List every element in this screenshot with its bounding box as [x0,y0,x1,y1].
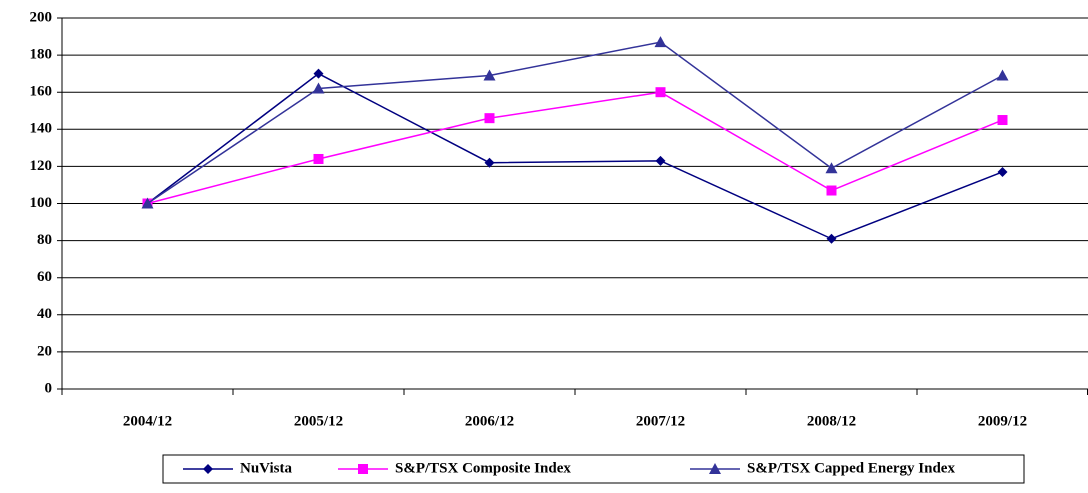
x-tick-label: 2007/12 [636,413,685,429]
triangle-marker [709,463,721,474]
triangle-marker [141,197,154,209]
y-tick-label: 120 [30,158,53,174]
diamond-marker [313,68,324,79]
triangle-marker [996,69,1009,81]
square-marker [997,115,1008,126]
diamond-marker [826,233,837,244]
x-tick-label: 2008/12 [807,413,856,429]
x-tick-label: 2005/12 [294,413,343,429]
y-tick-label: 160 [30,84,53,100]
x-tick-label: 2004/12 [123,413,172,429]
legend-label: S&P/TSX Composite Index [395,460,571,476]
square-marker [826,185,837,196]
legend-label: S&P/TSX Capped Energy Index [747,460,955,476]
y-tick-label: 20 [37,343,52,359]
triangle-marker [825,162,838,174]
legend-box [162,454,1025,484]
series-line [147,41,1003,205]
square-marker [484,113,495,124]
diamond-marker [203,464,213,474]
triangle-marker [312,82,325,94]
diamond-marker [655,155,666,166]
y-tick-label: 180 [30,47,53,63]
y-tick-label: 60 [37,269,52,285]
x-tick-label: 2009/12 [978,413,1027,429]
square-marker [313,153,324,164]
square-marker [358,464,368,474]
y-tick-label: 140 [30,121,53,137]
triangle-marker [483,69,496,81]
y-tick-label: 80 [37,232,52,248]
y-tick-label: 100 [30,195,53,211]
diamond-marker [484,157,495,168]
y-tick-label: 40 [37,306,52,322]
legend-label: NuVista [240,460,292,476]
series-line [147,91,1003,205]
series-line [147,72,1003,240]
diamond-marker [997,166,1008,177]
square-marker [655,87,666,98]
y-tick-label: 0 [45,380,53,396]
y-tick-label: 200 [30,9,53,25]
triangle-marker [654,36,667,48]
x-tick-label: 2006/12 [465,413,514,429]
